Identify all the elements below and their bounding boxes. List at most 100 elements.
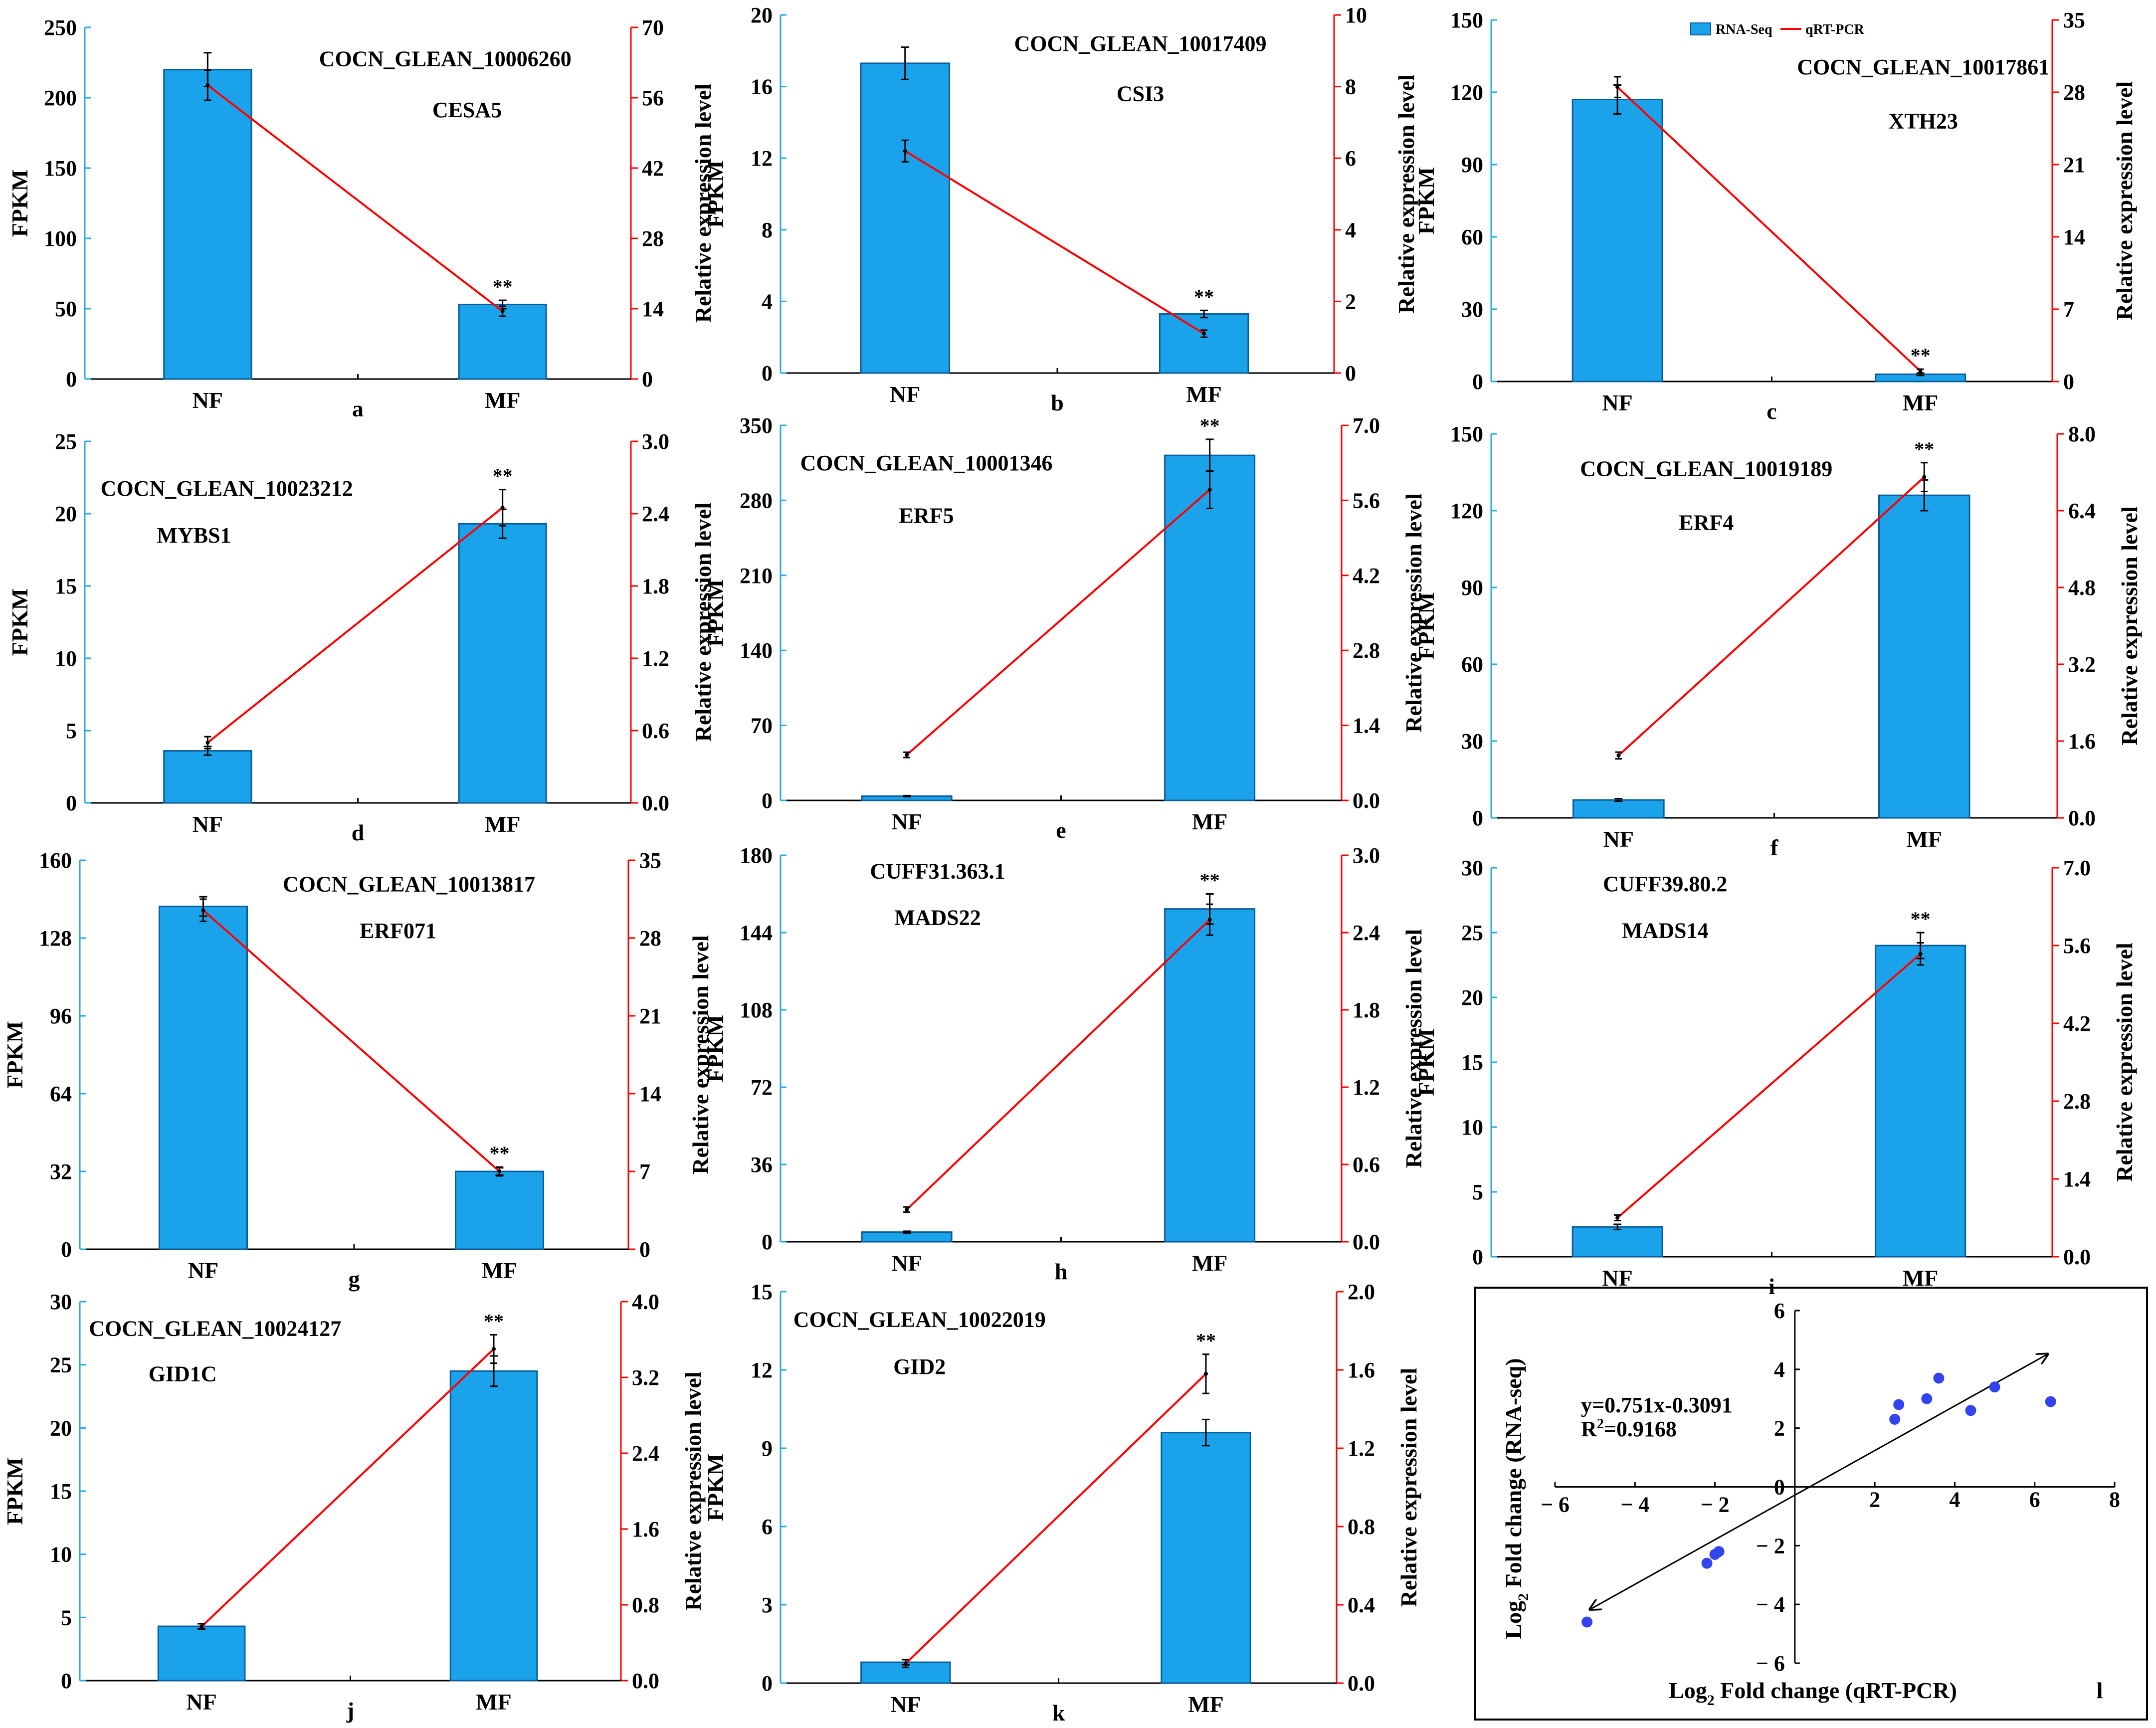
right-tick-label: 2.0 (1348, 1280, 1375, 1304)
bar-NF (1572, 799, 1665, 819)
bar-NF (1571, 99, 1663, 383)
scatter-point (1889, 1413, 1901, 1425)
y2-axis-title: Relative expression level (1401, 493, 1426, 733)
significance-mark: ** (490, 1142, 510, 1164)
qrtpcr-point (500, 505, 505, 510)
left-tick-label: 150 (1450, 422, 1483, 446)
right-tick-label: 0.8 (1348, 1515, 1375, 1539)
right-tick-label: 1.8 (1353, 998, 1380, 1022)
left-tick-label: 120 (1450, 80, 1483, 105)
scatter-point (1965, 1405, 1976, 1416)
left-tick-label: 5 (1472, 1180, 1483, 1204)
scatter-x-axis-title: Log2 Fold change (qRT-PCR) (1669, 1678, 1957, 1709)
y2-axis-title: Relative expression level (2112, 943, 2137, 1182)
qrtpcr-point (199, 1624, 204, 1629)
left-tick-label: 9 (762, 1436, 773, 1461)
category-label-MF: MF (1186, 382, 1222, 407)
panel-letter: g (349, 1266, 360, 1292)
bar-MF (1875, 945, 1966, 1258)
left-tick-label: 50 (55, 297, 77, 321)
right-tick-label: 5.6 (2063, 934, 2091, 958)
left-tick-label: 0 (1472, 806, 1483, 830)
qrtpcr-point (1615, 1216, 1620, 1220)
left-tick-label: 25 (55, 429, 77, 454)
left-tick-label: 210 (740, 564, 773, 588)
right-tick-label: 0 (1345, 361, 1356, 385)
bar-MF (455, 1170, 544, 1250)
right-tick-label: 3.0 (1353, 843, 1380, 868)
chart-panel-d: 0 5 10 15 20 25 0.0 0.6 1.2 1.8 2.4 3.0 ** NF MF d FPKM R… (7, 429, 716, 845)
scatter-y-tick-label: 2 (1774, 1416, 1785, 1441)
significance-mark: ** (1911, 908, 1931, 930)
significance-mark: ** (1911, 344, 1931, 367)
right-tick-label: 35 (2063, 8, 2085, 32)
gene-name-label: GID1C (149, 1362, 217, 1386)
gene-name-label: CESA5 (432, 98, 502, 122)
right-tick-label: 28 (642, 226, 664, 251)
category-label-MF: MF (482, 1258, 518, 1283)
left-tick-label: 64 (50, 1082, 72, 1106)
right-tick-label: 6.4 (2068, 499, 2096, 523)
left-tick-label: 150 (1450, 8, 1483, 32)
left-tick-label: 4 (762, 289, 773, 314)
scatter-point (1701, 1557, 1713, 1569)
y-title-rest: Fold change (RNA-seq) (1501, 1358, 1526, 1593)
legend: RNA-Seq qRT-PCR (1690, 22, 1865, 37)
right-tick-label: 1.6 (2068, 729, 2096, 754)
right-tick-label: 1.4 (1353, 714, 1380, 738)
y-axis-title: FPKM (703, 579, 728, 646)
chart-panel-k: 0 3 6 9 12 15 0.0 0.4 0.8 1.2 1.6 2.0 ** NF MF k FPKM Rel… (703, 1280, 1421, 1726)
left-tick-label: 140 (740, 638, 773, 663)
right-tick-label: 7.0 (2063, 856, 2091, 880)
right-tick-label: 0 (2063, 370, 2074, 394)
legend-line-label: qRT-PCR (1805, 22, 1865, 37)
left-tick-label: 30 (1461, 729, 1483, 754)
y-axis-title: FPKM (703, 160, 728, 227)
left-tick-label: 180 (740, 843, 773, 868)
chart-panel-l: − 6 − 4 − 2 2 4 6 8 − 6 − 4 − 2 0 2 4 6 y=0.751x-0.309… (1474, 1287, 2148, 1721)
qrtpcr-line (1616, 953, 1921, 1219)
right-tick-label: 1.2 (1353, 1075, 1380, 1100)
right-tick-label: 14 (642, 297, 664, 321)
panel-letter: e (1056, 817, 1066, 843)
chart-panel-a: 0 50 100 150 200 250 0 14 28 42 56 70 ** NF MF a FPKM Rel… (7, 15, 716, 421)
gene-id-label: COCN_GLEAN_10017861 (1797, 55, 2049, 79)
scatter-frame (1474, 1287, 2148, 1721)
scatter-x-tick-label: 2 (1869, 1488, 1880, 1512)
y2-axis-title: Relative expression level (2112, 81, 2137, 321)
right-tick-label: 0.0 (1353, 1230, 1380, 1254)
r-squared-superscript: 2 (1597, 1416, 1604, 1432)
legend-bar-label: RNA-Seq (1716, 22, 1772, 37)
scatter-point (1581, 1616, 1593, 1628)
right-tick-label: 4.2 (2063, 1011, 2091, 1036)
chart-panel-g: 0 32 64 96 128 160 0 7 14 21 28 35 ** NF MF g FPKM Relati… (2, 848, 713, 1292)
y-axis-title: FPKM (703, 1454, 728, 1521)
category-label-NF: NF (1602, 390, 1632, 415)
right-tick-label: 1.6 (632, 1517, 659, 1541)
right-tick-label: 70 (642, 15, 664, 40)
scatter-y-axis-title: Log2 Fold change (RNA-seq) (1501, 1358, 1532, 1639)
bar-NF (860, 62, 951, 374)
regression-equation: y=0.751x-0.3091 (1581, 1393, 1733, 1417)
bar-MF (1164, 454, 1256, 801)
qrtpcr-point (903, 149, 907, 153)
right-tick-label: 42 (642, 156, 664, 181)
left-tick-label: 30 (50, 1290, 72, 1314)
left-tick-label: 72 (751, 1075, 773, 1100)
right-tick-label: 6 (1345, 146, 1356, 171)
scatter-point (1989, 1381, 2000, 1393)
right-tick-label: 10 (1345, 3, 1367, 27)
gene-name-label: CSI3 (1117, 81, 1164, 106)
r-squared: R2=0.9168 (1581, 1416, 1677, 1441)
bar-MF (1159, 313, 1249, 374)
left-tick-label: 0 (66, 791, 77, 815)
left-tick-label: 0 (61, 1237, 72, 1262)
scatter-y-tick-label: − 2 (1756, 1534, 1785, 1558)
x-title-prefix: Log (1669, 1678, 1707, 1703)
qrtpcr-point (903, 1661, 908, 1666)
y-title-subscript: 2 (1515, 1593, 1532, 1601)
left-tick-label: 0 (1472, 370, 1483, 394)
panel-letter: h (1055, 1259, 1068, 1284)
right-tick-label: 28 (2063, 80, 2085, 105)
right-tick-label: 7.0 (1353, 413, 1380, 438)
